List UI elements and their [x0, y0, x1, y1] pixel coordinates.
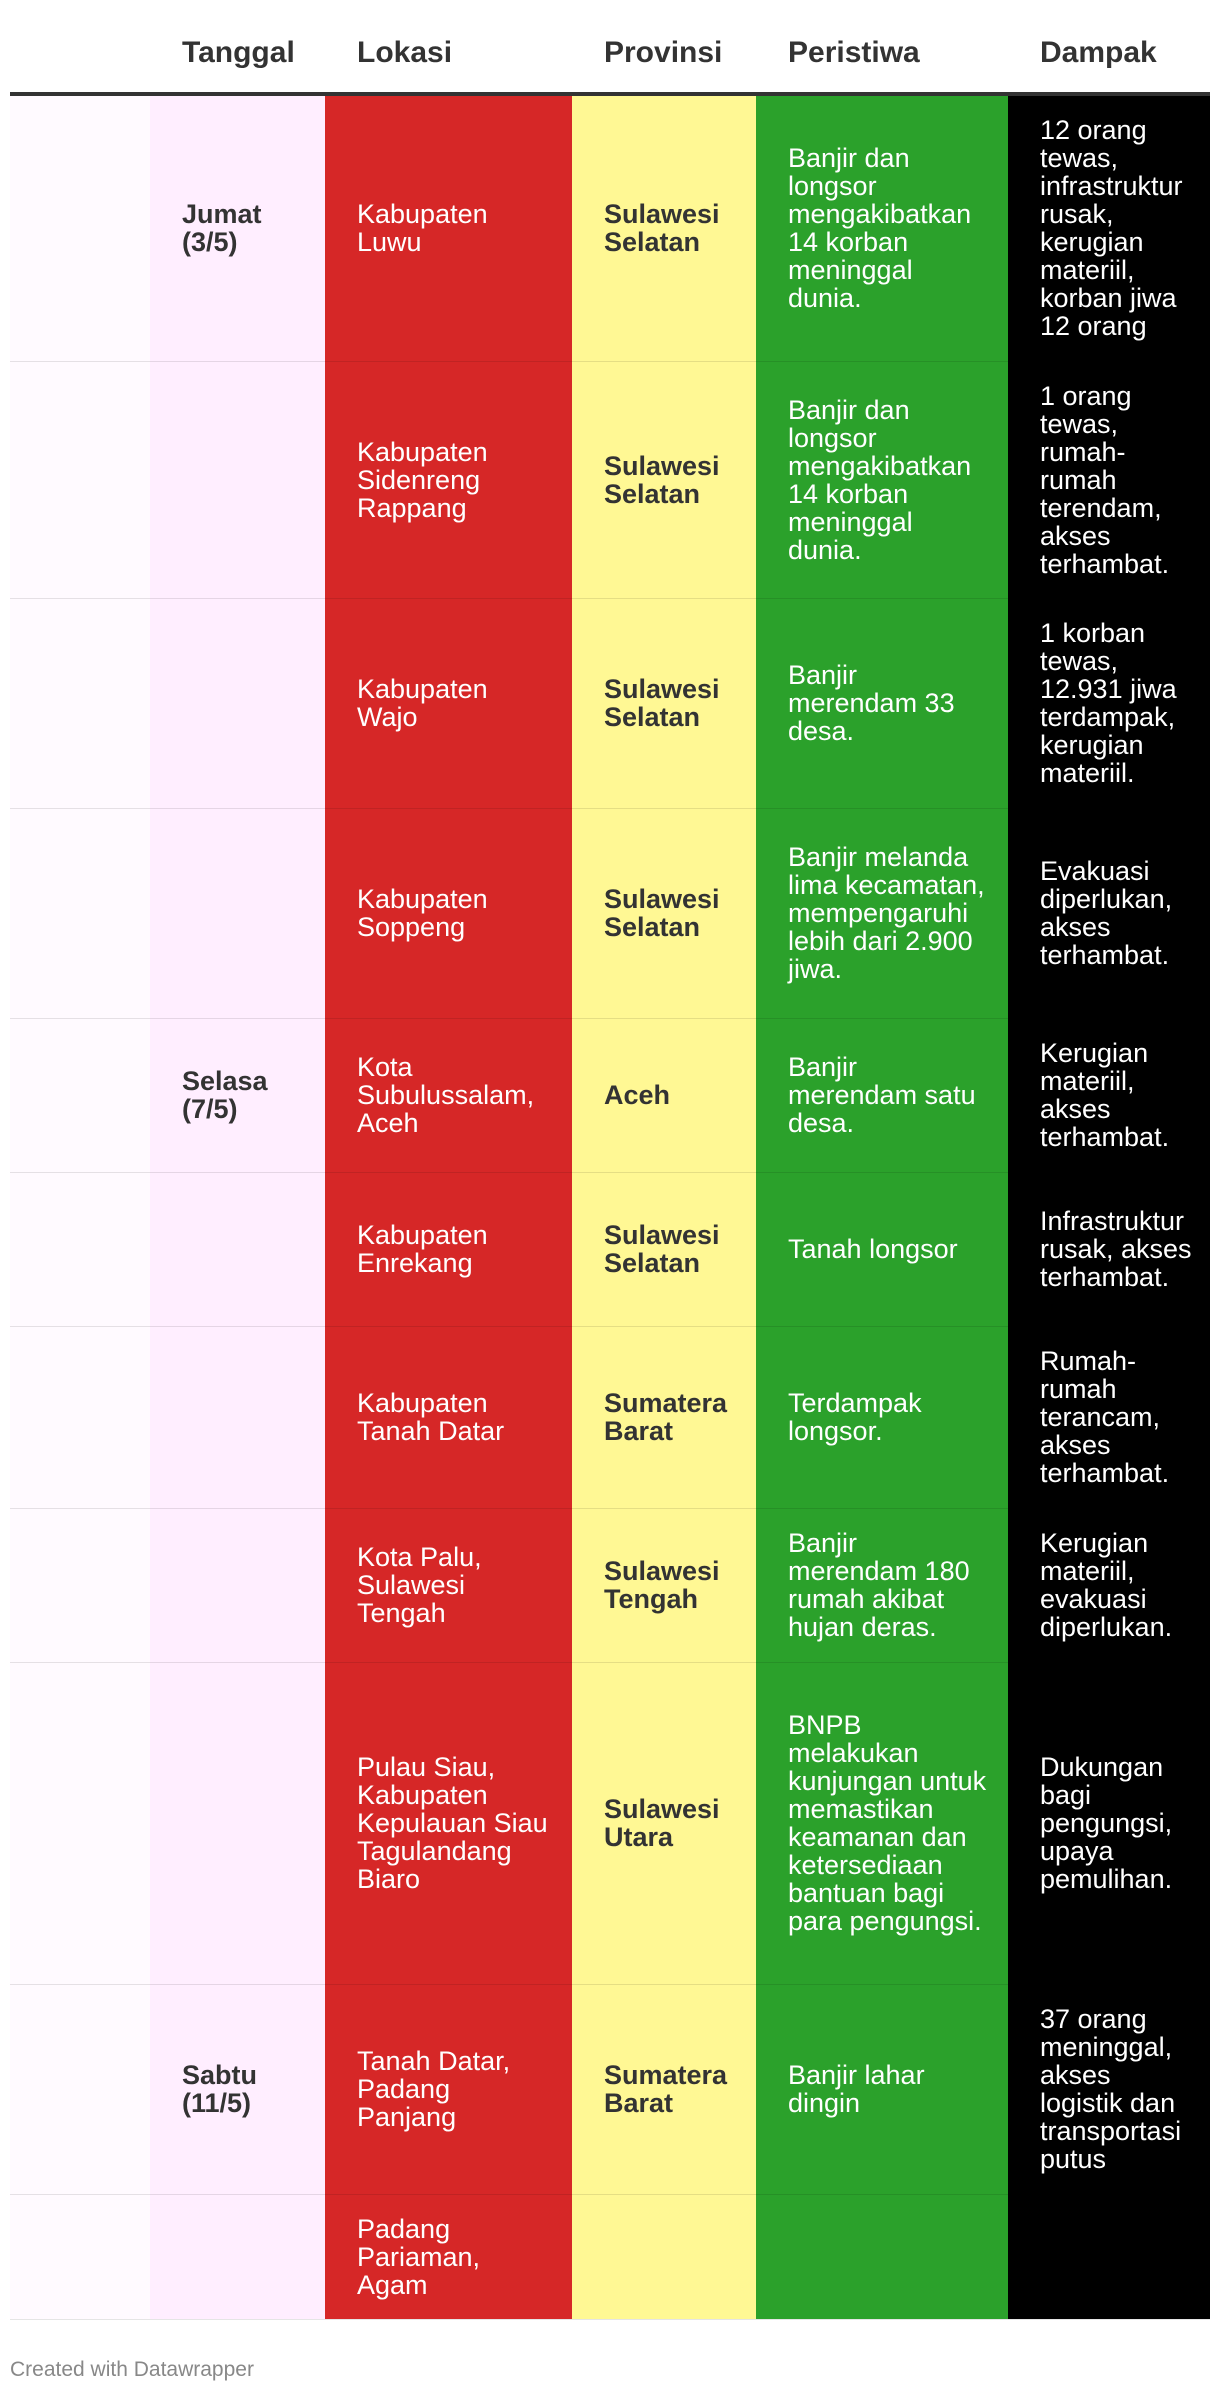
cell-peristiwa: Banjir merendam 180 rumah akibat hujan d… — [756, 1508, 1008, 1663]
cell-dampak: Evakuasi diperlukan, akses terhambat. — [1008, 808, 1210, 1019]
row-index-cell — [10, 598, 150, 809]
row-index-cell — [10, 361, 150, 599]
cell-peristiwa: BNPB melakukan kunjungan untuk memastika… — [756, 1662, 1008, 1985]
row-index-cell — [10, 808, 150, 1019]
table-row: Padang Pariaman, Agam — [10, 2194, 1210, 2320]
table-row: Kabupaten Soppeng Sulawesi Selatan Banji… — [10, 808, 1210, 1019]
cell-tanggal: Sabtu (11/5) — [150, 1984, 325, 2195]
cell-dampak: Kerugian materiil, akses terhambat. — [1008, 1018, 1210, 1173]
cell-provinsi: Sulawesi Selatan — [572, 96, 756, 362]
data-table-container: Tanggal Lokasi Provinsi Peristiwa Dampak… — [10, 0, 1210, 2320]
cell-peristiwa: Banjir merendam satu desa. — [756, 1018, 1008, 1173]
cell-tanggal — [150, 808, 325, 1019]
header-lokasi[interactable]: Lokasi — [357, 36, 453, 69]
cell-peristiwa: Banjir dan longsor mengakibatkan 14 korb… — [756, 361, 1008, 599]
table-row: Selasa (7/5) Kota Subulussalam, Aceh Ace… — [10, 1018, 1210, 1173]
cell-dampak: 37 orang meninggal, akses logistik dan t… — [1008, 1984, 1210, 2195]
cell-peristiwa: Banjir merendam 33 desa. — [756, 598, 1008, 809]
cell-dampak: Kerugian materiil, evakuasi diperlukan. — [1008, 1508, 1210, 1663]
cell-tanggal — [150, 598, 325, 809]
cell-tanggal — [150, 2194, 325, 2320]
table-row: Sabtu (11/5) Tanah Datar, Padang Panjang… — [10, 1984, 1210, 2195]
row-index-cell — [10, 96, 150, 362]
cell-tanggal — [150, 1508, 325, 1663]
table-row: Kabupaten Tanah Datar Sumatera Barat Ter… — [10, 1326, 1210, 1509]
table-row: Pulau Siau, Kabupaten Kepulauan Siau Tag… — [10, 1662, 1210, 1985]
cell-lokasi: Kabupaten Sidenreng Rappang — [325, 361, 572, 599]
header-peristiwa[interactable]: Peristiwa — [788, 36, 920, 69]
row-index-cell — [10, 1018, 150, 1173]
cell-provinsi: Aceh — [572, 1018, 756, 1173]
cell-tanggal: Selasa (7/5) — [150, 1018, 325, 1173]
cell-tanggal: Jumat (3/5) — [150, 96, 325, 362]
header-provinsi[interactable]: Provinsi — [604, 36, 723, 69]
cell-provinsi: Sulawesi Selatan — [572, 598, 756, 809]
cell-dampak: Rumah-rumah terancam, akses terhambat. — [1008, 1326, 1210, 1509]
cell-dampak: 12 orang tewas, infrastruktur rusak, ker… — [1008, 96, 1210, 362]
cell-peristiwa — [756, 2194, 1008, 2320]
cell-lokasi: Kota Palu, Sulawesi Tengah — [325, 1508, 572, 1663]
cell-lokasi: Kota Subulussalam, Aceh — [325, 1018, 572, 1173]
header-dampak[interactable]: Dampak — [1040, 36, 1157, 69]
cell-provinsi: Sumatera Barat — [572, 1326, 756, 1509]
header-tanggal[interactable]: Tanggal — [182, 36, 295, 69]
cell-provinsi: Sulawesi Utara — [572, 1662, 756, 1985]
cell-lokasi: Tanah Datar, Padang Panjang — [325, 1984, 572, 2195]
table-row: Jumat (3/5) Kabupaten Luwu Sulawesi Sela… — [10, 96, 1210, 362]
cell-peristiwa: Terdampak longsor. — [756, 1326, 1008, 1509]
cell-peristiwa: Banjir dan longsor mengakibatkan 14 korb… — [756, 96, 1008, 362]
cell-lokasi: Kabupaten Tanah Datar — [325, 1326, 572, 1509]
table-header: Tanggal Lokasi Provinsi Peristiwa Dampak — [10, 0, 1210, 96]
cell-provinsi: Sulawesi Selatan — [572, 1172, 756, 1327]
cell-provinsi — [572, 2194, 756, 2320]
datawrapper-credit[interactable]: Created with Datawrapper — [10, 2358, 254, 2381]
row-index-cell — [10, 1172, 150, 1327]
row-index-cell — [10, 2194, 150, 2320]
row-index-cell — [10, 1326, 150, 1509]
cell-provinsi: Sulawesi Selatan — [572, 808, 756, 1019]
cell-tanggal — [150, 1662, 325, 1985]
cell-peristiwa: Banjir lahar dingin — [756, 1984, 1008, 2195]
table-row: Kabupaten Sidenreng Rappang Sulawesi Sel… — [10, 361, 1210, 599]
row-index-cell — [10, 1984, 150, 2195]
cell-dampak: Dukungan bagi pengungsi, upaya pemulihan… — [1008, 1662, 1210, 1985]
cell-dampak — [1008, 2194, 1210, 2320]
cell-tanggal — [150, 1326, 325, 1509]
cell-lokasi: Pulau Siau, Kabupaten Kepulauan Siau Tag… — [325, 1662, 572, 1985]
cell-lokasi: Kabupaten Wajo — [325, 598, 572, 809]
cell-lokasi: Kabupaten Enrekang — [325, 1172, 572, 1327]
cell-tanggal — [150, 361, 325, 599]
cell-lokasi: Kabupaten Soppeng — [325, 808, 572, 1019]
cell-peristiwa: Banjir melanda lima kecamatan, mempengar… — [756, 808, 1008, 1019]
table-row: Kota Palu, Sulawesi Tengah Sulawesi Teng… — [10, 1508, 1210, 1663]
disaster-table: Jumat (3/5) Kabupaten Luwu Sulawesi Sela… — [10, 96, 1210, 2320]
cell-tanggal — [150, 1172, 325, 1327]
cell-provinsi: Sulawesi Tengah — [572, 1508, 756, 1663]
cell-provinsi: Sulawesi Selatan — [572, 361, 756, 599]
cell-lokasi: Padang Pariaman, Agam — [325, 2194, 572, 2320]
cell-dampak: Infrastruktur rusak, akses terhambat. — [1008, 1172, 1210, 1327]
row-index-cell — [10, 1508, 150, 1663]
cell-dampak: 1 orang tewas, rumah-rumah terendam, aks… — [1008, 361, 1210, 599]
cell-dampak: 1 korban tewas, 12.931 jiwa terdampak, k… — [1008, 598, 1210, 809]
cell-peristiwa: Tanah longsor — [756, 1172, 1008, 1327]
cell-lokasi: Kabupaten Luwu — [325, 96, 572, 362]
row-index-cell — [10, 1662, 150, 1985]
table-row: Kabupaten Wajo Sulawesi Selatan Banjir m… — [10, 598, 1210, 809]
cell-provinsi: Sumatera Barat — [572, 1984, 756, 2195]
table-row: Kabupaten Enrekang Sulawesi Selatan Tana… — [10, 1172, 1210, 1327]
